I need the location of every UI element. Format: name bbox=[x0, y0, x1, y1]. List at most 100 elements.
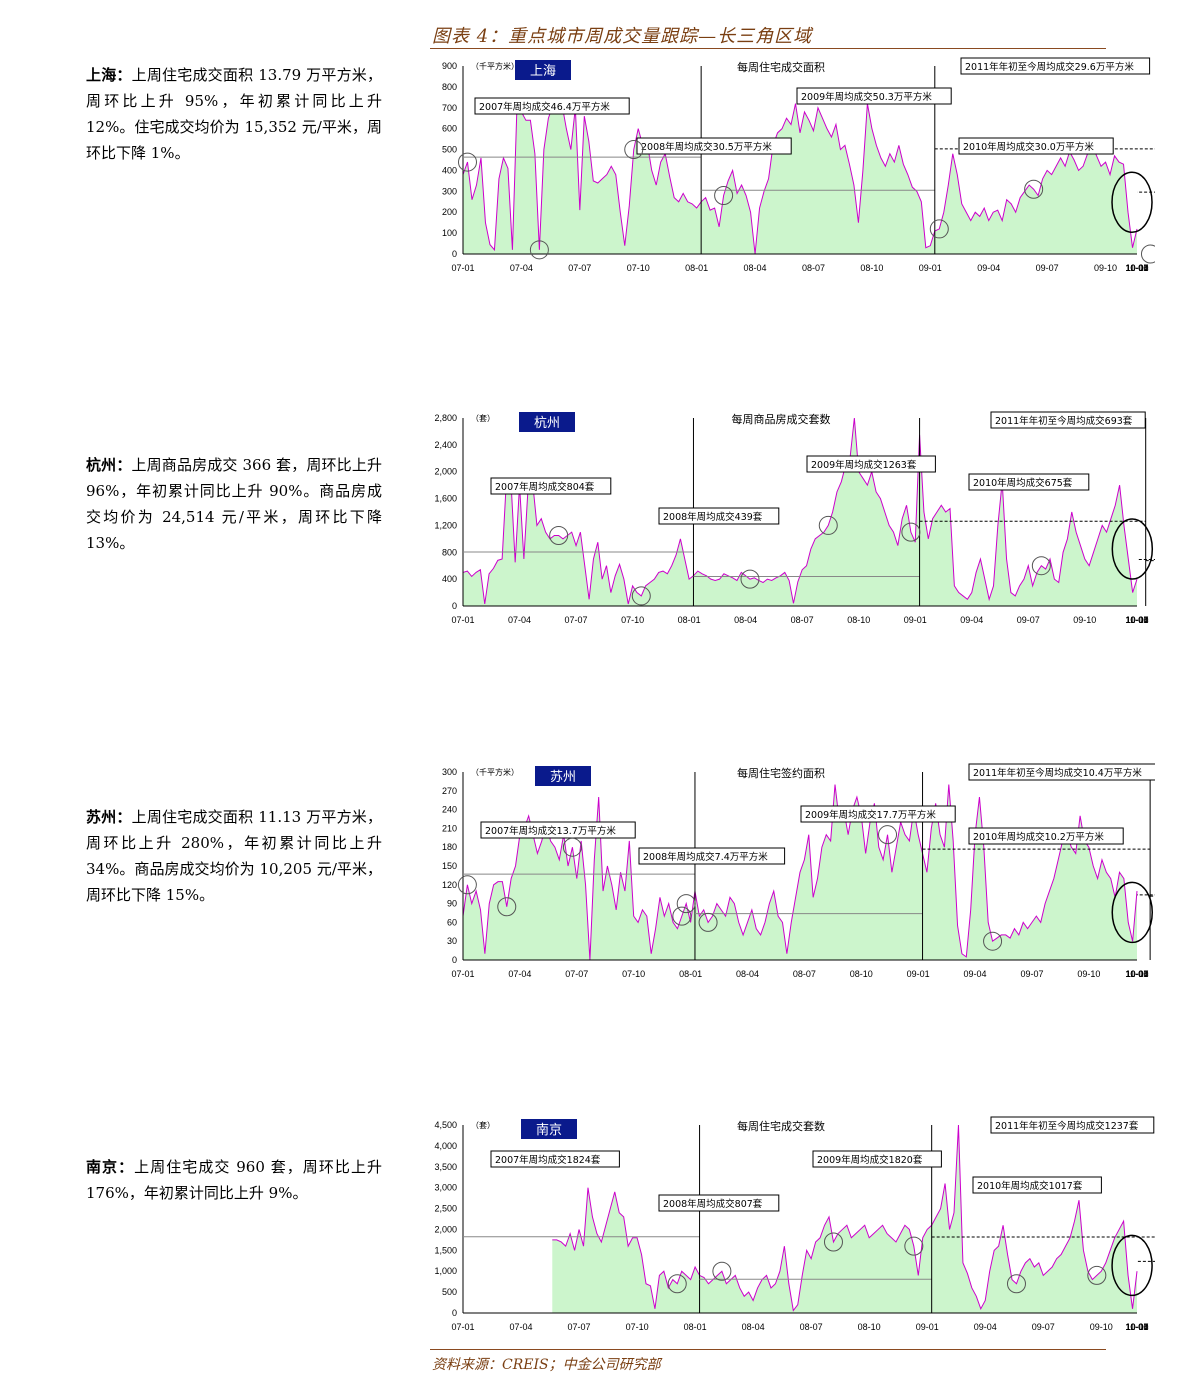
annotation-text: 2008年周均成交30.5万平方米 bbox=[641, 141, 772, 153]
highlight-circle bbox=[529, 240, 549, 260]
x-tick-label: 09-10 bbox=[1094, 263, 1117, 273]
x-tick-label: 09-04 bbox=[964, 969, 987, 979]
x-tick-label: 08-04 bbox=[744, 263, 767, 273]
y-tick-label: 300 bbox=[442, 767, 457, 777]
annotation-box bbox=[968, 827, 1124, 845]
y-tick-label: 200 bbox=[442, 207, 457, 217]
x-tick-label: 08-07 bbox=[791, 615, 814, 625]
x-tick-label: 07-04 bbox=[508, 615, 531, 625]
highlight-circle bbox=[497, 897, 517, 917]
chart-title: 每周商品房成交套数 bbox=[732, 412, 831, 426]
y-tick-label: 1,000 bbox=[434, 1266, 457, 1276]
area-fill bbox=[463, 418, 1137, 606]
x-tick-label: 10-07 bbox=[1125, 1322, 1148, 1332]
y-tick-label: 0 bbox=[452, 249, 457, 259]
highlight-circle bbox=[549, 526, 569, 545]
x-tick-label: 10-10 bbox=[1125, 615, 1148, 625]
city-badge bbox=[521, 1119, 577, 1139]
annotation-box bbox=[490, 1150, 620, 1168]
y-tick-label: 1,500 bbox=[434, 1245, 457, 1255]
x-tick-label: 10-07 bbox=[1125, 263, 1148, 273]
city-badge-label: 上海 bbox=[530, 64, 556, 79]
highlight-circle bbox=[818, 515, 838, 535]
annotation-box bbox=[972, 1176, 1102, 1194]
annotation-text: 2008年周均成交7.4万平方米 bbox=[643, 851, 768, 863]
x-tick-label: 07-04 bbox=[508, 969, 531, 979]
annotation-box bbox=[968, 763, 1155, 781]
y-tick-label: 180 bbox=[442, 842, 457, 852]
highlight-circle bbox=[672, 906, 692, 926]
y-tick-label: 270 bbox=[442, 786, 457, 796]
x-tick-label: 08-10 bbox=[847, 615, 870, 625]
x-tick-label: 09-01 bbox=[904, 615, 927, 625]
highlight-circle bbox=[676, 894, 696, 914]
annotation-text: 2007年周均成交1824套 bbox=[495, 1154, 601, 1166]
highlight-circle bbox=[740, 569, 760, 589]
highlight-circle bbox=[667, 1274, 687, 1294]
y-tick-label: 3,000 bbox=[434, 1183, 457, 1193]
highlight-circle bbox=[983, 931, 1003, 951]
y-tick-label: 0 bbox=[452, 1308, 457, 1318]
x-tick-label: 07-01 bbox=[451, 615, 474, 625]
y-tick-label: 900 bbox=[442, 61, 457, 71]
y-tick-label: 0 bbox=[452, 955, 457, 965]
x-tick-label: 09-07 bbox=[1020, 969, 1043, 979]
x-tick-label: 09-10 bbox=[1090, 1322, 1113, 1332]
annotation-text: 2007年周均成交804套 bbox=[495, 481, 595, 493]
x-tick-label: 09-07 bbox=[1036, 263, 1059, 273]
x-tick-label: 08-01 bbox=[678, 615, 701, 625]
unit-label: （套） bbox=[471, 413, 495, 423]
highlight-circle bbox=[457, 875, 477, 895]
city-text-suzhou: 苏州：上周住宅成交面积 11.13 万平方米，周环比上升 280%，年初累计同比… bbox=[86, 804, 382, 908]
y-tick-label: 4,500 bbox=[434, 1120, 457, 1130]
x-tick-label: 10-10 bbox=[1125, 1322, 1148, 1332]
x-tick-label: 07-04 bbox=[510, 263, 533, 273]
city-name: 南京： bbox=[86, 1158, 135, 1176]
highlight-circle bbox=[929, 219, 949, 239]
y-tick-label: 400 bbox=[442, 574, 457, 584]
highlight-circle bbox=[878, 825, 898, 845]
annotation-text: 2011年年初至今周均成交1237套 bbox=[995, 1120, 1139, 1132]
highlight-circle bbox=[1024, 179, 1044, 199]
x-tick-label: 09-01 bbox=[919, 263, 942, 273]
y-tick-label: 3,500 bbox=[434, 1162, 457, 1172]
x-tick-label: 07-01 bbox=[451, 263, 474, 273]
annotation-box bbox=[990, 411, 1146, 429]
x-tick-label: 11-01 bbox=[1126, 263, 1148, 273]
x-tick-label: 07-07 bbox=[565, 615, 588, 625]
annotation-text: 2009年周均成交1263套 bbox=[811, 459, 917, 471]
area-fill bbox=[552, 1125, 1137, 1313]
y-tick-label: 2,000 bbox=[434, 467, 457, 477]
city-badge-label: 苏州 bbox=[550, 769, 576, 785]
annotation-box bbox=[638, 847, 786, 865]
city-body: 上周商品房成交 366 套，周环比上升 96%，年初累计同比上升 90%。商品房… bbox=[86, 456, 382, 552]
y-tick-label: 800 bbox=[442, 82, 457, 92]
x-tick-label: 09-07 bbox=[1032, 1322, 1055, 1332]
latest-highlight-ellipse bbox=[1111, 518, 1154, 580]
latest-highlight-ellipse bbox=[1111, 881, 1153, 944]
highlight-circle bbox=[714, 186, 734, 206]
highlight-circle bbox=[1031, 556, 1051, 576]
y-tick-label: 60 bbox=[447, 917, 457, 927]
y-tick-label: 2,000 bbox=[434, 1224, 457, 1234]
annotation-text: 2009年周均成交1820套 bbox=[817, 1154, 923, 1166]
x-tick-label: 07-07 bbox=[565, 969, 588, 979]
y-tick-label: 1,200 bbox=[434, 520, 457, 530]
x-tick-label: 09-10 bbox=[1077, 969, 1100, 979]
x-tick-label: 08-01 bbox=[679, 969, 702, 979]
y-tick-label: 90 bbox=[447, 899, 457, 909]
x-tick-label: 09-07 bbox=[1017, 615, 1040, 625]
series-line bbox=[462, 417, 1138, 605]
x-tick-label: 11-01 bbox=[1126, 615, 1148, 625]
annotation-text: 2010年周均成交10.2万平方米 bbox=[973, 831, 1104, 843]
annotation-box bbox=[658, 1194, 780, 1212]
y-tick-label: 2,800 bbox=[434, 413, 457, 423]
annotation-box bbox=[636, 137, 792, 155]
x-tick-label: 10-04 bbox=[1125, 263, 1148, 273]
x-tick-label: 10-04 bbox=[1125, 969, 1148, 979]
x-tick-label: 08-04 bbox=[742, 1322, 765, 1332]
x-tick-label: 08-01 bbox=[685, 263, 708, 273]
unit-label: （千平方米） bbox=[471, 61, 519, 71]
annotation-text: 2007年周均成交13.7万平方米 bbox=[485, 825, 616, 837]
city-text-nanjing: 南京：上周住宅成交 960 套，周环比上升 176%，年初累计同比上升 9%。 bbox=[86, 1154, 382, 1206]
